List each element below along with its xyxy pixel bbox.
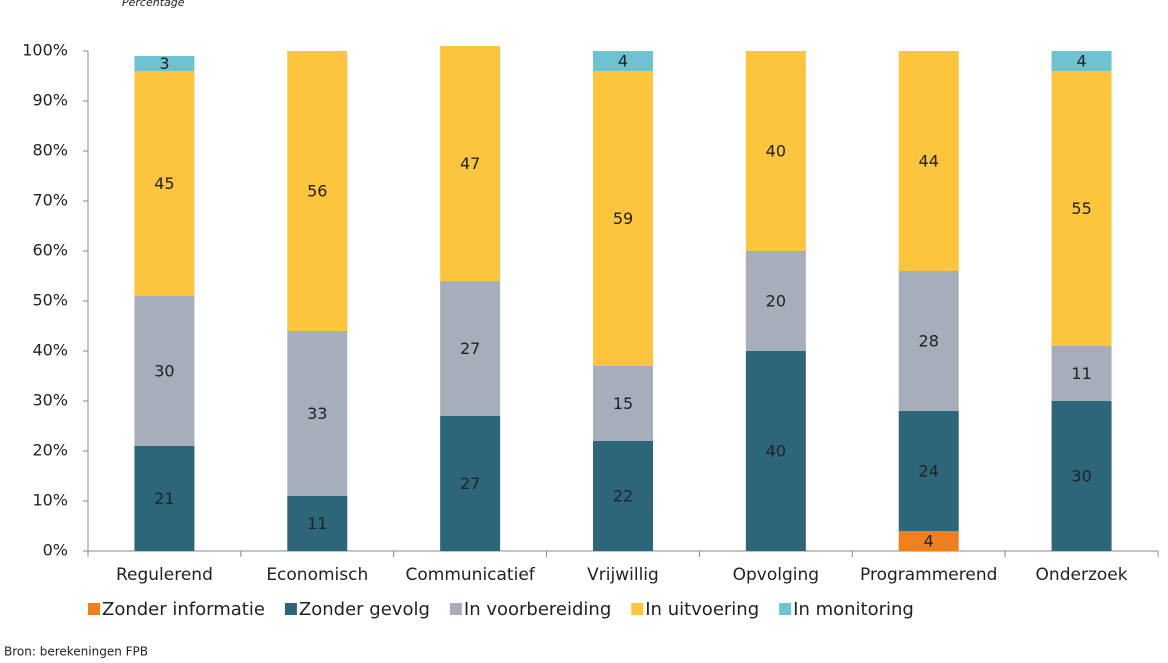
bar-segment bbox=[898, 271, 959, 411]
x-tick-label: Opvolging bbox=[733, 565, 819, 585]
y-tick-label: 60% bbox=[32, 241, 68, 260]
legend-label: In voorbereiding bbox=[464, 599, 611, 620]
data-label: 30 bbox=[154, 362, 174, 381]
y-tick-label: 30% bbox=[32, 391, 68, 410]
bar-segment bbox=[898, 411, 959, 531]
data-label: 22 bbox=[613, 487, 633, 506]
x-tick-label: Communicatief bbox=[406, 565, 536, 585]
bar-segment bbox=[440, 416, 501, 551]
bar-segment bbox=[898, 531, 959, 551]
bar-segment bbox=[440, 281, 501, 416]
y-tick-label: 40% bbox=[32, 341, 68, 360]
bar-segment bbox=[898, 51, 959, 271]
bar-segment bbox=[134, 446, 195, 551]
data-label: 4 bbox=[1076, 52, 1086, 71]
data-label: 47 bbox=[460, 154, 480, 173]
bar-segment bbox=[440, 46, 501, 281]
data-label: 56 bbox=[307, 182, 327, 201]
legend-swatch bbox=[449, 603, 462, 615]
bar-segment bbox=[593, 366, 653, 441]
x-tick-label: Programmerend bbox=[860, 565, 997, 585]
legend-swatch bbox=[88, 603, 100, 615]
bar-segment bbox=[1051, 346, 1112, 401]
bar-segment bbox=[1051, 51, 1112, 71]
data-label: 27 bbox=[460, 474, 480, 493]
legend-label: In monitoring bbox=[793, 599, 914, 620]
y-tick-label: 70% bbox=[32, 191, 68, 210]
legend-swatch bbox=[631, 603, 644, 615]
bar-segment bbox=[745, 251, 806, 351]
bar-segment bbox=[1051, 401, 1112, 551]
data-label: 24 bbox=[919, 462, 939, 481]
data-label: 11 bbox=[307, 514, 327, 533]
bar-segment bbox=[134, 56, 195, 71]
subtitle: Percentage bbox=[122, 0, 185, 9]
y-tick-label: 90% bbox=[32, 91, 68, 110]
source: Bron: berekeningen FPB bbox=[4, 645, 148, 659]
x-tick-label: Onderzoek bbox=[1036, 565, 1128, 585]
data-label: 21 bbox=[154, 489, 174, 508]
data-label: 27 bbox=[460, 339, 480, 358]
data-label: 28 bbox=[919, 332, 939, 351]
x-tick-label: Regulerend bbox=[116, 565, 213, 585]
data-label: 45 bbox=[154, 174, 174, 193]
y-tick-label: 80% bbox=[32, 141, 68, 160]
bar-segment bbox=[287, 496, 348, 551]
data-label: 20 bbox=[766, 292, 786, 311]
bar-segment bbox=[287, 331, 348, 496]
data-label: 4 bbox=[618, 52, 628, 71]
y-tick-label: 10% bbox=[32, 491, 68, 510]
data-label: 11 bbox=[1071, 364, 1091, 383]
data-label: 4 bbox=[924, 532, 934, 551]
bar-segment bbox=[134, 71, 195, 296]
legend-label: Zonder gevolg bbox=[299, 599, 430, 620]
legend-label: In uitvoering bbox=[645, 599, 759, 620]
data-label: 40 bbox=[766, 442, 786, 461]
data-label: 3 bbox=[159, 54, 169, 73]
data-label: 30 bbox=[1071, 467, 1091, 486]
bar-segment bbox=[745, 351, 806, 551]
x-tick-label: Vrijwillig bbox=[587, 565, 659, 585]
data-label: 44 bbox=[919, 152, 939, 171]
y-tick-label: 50% bbox=[32, 291, 68, 310]
y-tick-label: 20% bbox=[32, 441, 68, 460]
x-tick-label: Economisch bbox=[266, 565, 368, 585]
data-label: 55 bbox=[1071, 199, 1091, 218]
bar-segment bbox=[134, 296, 195, 446]
data-label: 33 bbox=[307, 404, 327, 423]
y-tick-label: 100% bbox=[22, 41, 68, 60]
legend-label: Zonder informatie bbox=[102, 599, 265, 620]
legend-swatch bbox=[779, 603, 792, 615]
y-tick-label: 0% bbox=[43, 541, 68, 560]
bar-segment bbox=[593, 71, 653, 366]
data-label: 15 bbox=[613, 394, 633, 413]
bar-segment bbox=[593, 441, 653, 551]
bar-segment bbox=[1051, 71, 1112, 346]
bar-segment bbox=[287, 51, 348, 331]
data-label: 59 bbox=[613, 209, 633, 228]
legend-swatch bbox=[284, 603, 297, 615]
data-label: 40 bbox=[766, 142, 786, 161]
bar-segment bbox=[593, 51, 653, 71]
bar-segment bbox=[745, 51, 806, 251]
